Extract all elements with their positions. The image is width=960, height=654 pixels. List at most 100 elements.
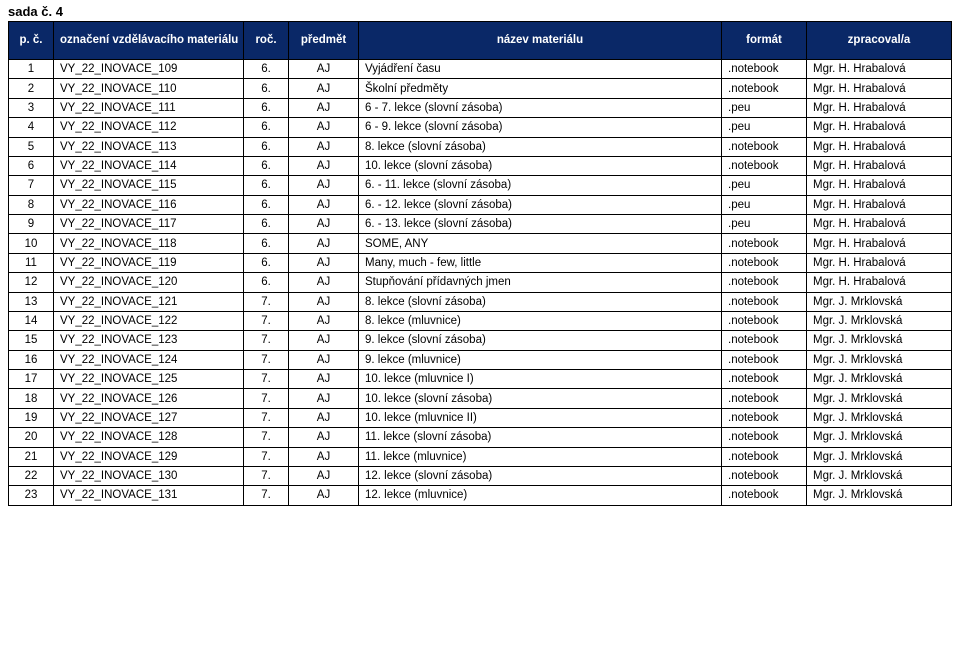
table-cell: AJ — [289, 350, 359, 369]
table-cell: AJ — [289, 486, 359, 505]
table-cell: AJ — [289, 370, 359, 389]
table-cell: AJ — [289, 389, 359, 408]
table-cell: 7. — [244, 408, 289, 427]
table-cell: 6. - 13. lekce (slovní zásoba) — [359, 215, 722, 234]
col-header-nazev: název materiálu — [359, 22, 722, 60]
table-cell: 6. — [244, 273, 289, 292]
table-cell: 6. — [244, 156, 289, 175]
table-cell: AJ — [289, 195, 359, 214]
table-cell: Mgr. H. Hrabalová — [807, 137, 952, 156]
table-cell: .peu — [722, 195, 807, 214]
table-cell: 23 — [9, 486, 54, 505]
table-cell: 6. — [244, 176, 289, 195]
table-cell: .notebook — [722, 428, 807, 447]
table-cell: 6. — [244, 234, 289, 253]
table-cell: .notebook — [722, 350, 807, 369]
table-cell: 9. lekce (mluvnice) — [359, 350, 722, 369]
table-cell: .notebook — [722, 292, 807, 311]
table-row: 13VY_22_INOVACE_1217.AJ8. lekce (slovní … — [9, 292, 952, 311]
table-row: 16VY_22_INOVACE_1247.AJ9. lekce (mluvnic… — [9, 350, 952, 369]
table-cell: 12 — [9, 273, 54, 292]
table-cell: 6 — [9, 156, 54, 175]
table-cell: AJ — [289, 118, 359, 137]
table-cell: AJ — [289, 156, 359, 175]
table-cell: VY_22_INOVACE_127 — [54, 408, 244, 427]
table-cell: Mgr. H. Hrabalová — [807, 253, 952, 272]
table-cell: .peu — [722, 118, 807, 137]
table-cell: .notebook — [722, 156, 807, 175]
table-cell: 11. lekce (mluvnice) — [359, 447, 722, 466]
table-row: 18VY_22_INOVACE_1267.AJ10. lekce (slovní… — [9, 389, 952, 408]
table-cell: SOME, ANY — [359, 234, 722, 253]
table-cell: 12. lekce (slovní zásoba) — [359, 466, 722, 485]
table-row: 12VY_22_INOVACE_1206.AJStupňování přídav… — [9, 273, 952, 292]
table-cell: 20 — [9, 428, 54, 447]
table-row: 6VY_22_INOVACE_1146.AJ10. lekce (slovní … — [9, 156, 952, 175]
table-cell: VY_22_INOVACE_124 — [54, 350, 244, 369]
table-cell: AJ — [289, 428, 359, 447]
table-cell: VY_22_INOVACE_113 — [54, 137, 244, 156]
table-cell: AJ — [289, 408, 359, 427]
table-cell: AJ — [289, 331, 359, 350]
table-cell: .notebook — [722, 137, 807, 156]
table-cell: AJ — [289, 466, 359, 485]
col-header-oznaceni: označení vzdělávacího materiálu — [54, 22, 244, 60]
table-cell: .notebook — [722, 273, 807, 292]
table-cell: Mgr. J. Mrklovská — [807, 486, 952, 505]
table-row: 19VY_22_INOVACE_1277.AJ10. lekce (mluvni… — [9, 408, 952, 427]
table-cell: 17 — [9, 370, 54, 389]
table-cell: .notebook — [722, 447, 807, 466]
table-cell: 6. - 11. lekce (slovní zásoba) — [359, 176, 722, 195]
table-cell: 22 — [9, 466, 54, 485]
col-header-zpracoval: zpracoval/a — [807, 22, 952, 60]
table-cell: 10. lekce (mluvnice II) — [359, 408, 722, 427]
table-row: 11VY_22_INOVACE_1196.AJMany, much - few,… — [9, 253, 952, 272]
col-header-pc: p. č. — [9, 22, 54, 60]
table-cell: 6. — [244, 137, 289, 156]
table-cell: .notebook — [722, 253, 807, 272]
table-cell: Mgr. H. Hrabalová — [807, 215, 952, 234]
table-cell: 4 — [9, 118, 54, 137]
table-cell: 11. lekce (slovní zásoba) — [359, 428, 722, 447]
table-cell: AJ — [289, 137, 359, 156]
materials-table: p. č. označení vzdělávacího materiálu ro… — [8, 21, 952, 506]
table-cell: Mgr. J. Mrklovská — [807, 311, 952, 330]
table-row: 5VY_22_INOVACE_1136.AJ8. lekce (slovní z… — [9, 137, 952, 156]
table-cell: Mgr. H. Hrabalová — [807, 118, 952, 137]
table-cell: 7. — [244, 292, 289, 311]
table-cell: .peu — [722, 176, 807, 195]
table-cell: 7. — [244, 350, 289, 369]
table-cell: 9 — [9, 215, 54, 234]
table-cell: 6 - 9. lekce (slovní zásoba) — [359, 118, 722, 137]
table-cell: 16 — [9, 350, 54, 369]
table-cell: 6. — [244, 118, 289, 137]
table-cell: 6. — [244, 195, 289, 214]
table-cell: .notebook — [722, 486, 807, 505]
table-row: 14VY_22_INOVACE_1227.AJ8. lekce (mluvnic… — [9, 311, 952, 330]
table-cell: Mgr. J. Mrklovská — [807, 466, 952, 485]
table-cell: .notebook — [722, 466, 807, 485]
table-cell: 7 — [9, 176, 54, 195]
table-cell: 7. — [244, 466, 289, 485]
table-header-row: p. č. označení vzdělávacího materiálu ro… — [9, 22, 952, 60]
table-cell: Mgr. H. Hrabalová — [807, 79, 952, 98]
table-cell: .notebook — [722, 79, 807, 98]
table-row: 7VY_22_INOVACE_1156.AJ6. - 11. lekce (sl… — [9, 176, 952, 195]
table-cell: 6. — [244, 60, 289, 79]
table-cell: 13 — [9, 292, 54, 311]
table-cell: Mgr. H. Hrabalová — [807, 195, 952, 214]
table-cell: VY_22_INOVACE_125 — [54, 370, 244, 389]
table-row: 3VY_22_INOVACE_1116.AJ6 - 7. lekce (slov… — [9, 98, 952, 117]
table-cell: AJ — [289, 234, 359, 253]
table-cell: Many, much - few, little — [359, 253, 722, 272]
col-header-predmet: předmět — [289, 22, 359, 60]
table-cell: 19 — [9, 408, 54, 427]
table-cell: .notebook — [722, 389, 807, 408]
table-cell: Mgr. J. Mrklovská — [807, 370, 952, 389]
table-cell: 1 — [9, 60, 54, 79]
col-header-format: formát — [722, 22, 807, 60]
col-header-roc: roč. — [244, 22, 289, 60]
table-cell: VY_22_INOVACE_126 — [54, 389, 244, 408]
table-cell: 15 — [9, 331, 54, 350]
table-cell: Mgr. J. Mrklovská — [807, 331, 952, 350]
